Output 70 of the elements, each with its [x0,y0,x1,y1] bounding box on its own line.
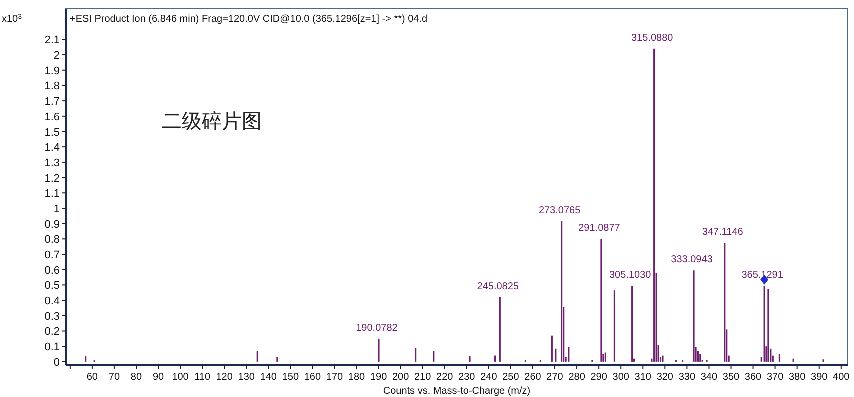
y-tick-label: 0.5 [44,280,60,292]
x-tick-label: 160 [304,372,322,383]
y-tick-label: 0 [54,356,60,369]
annotation: 二级碎片图 [162,111,262,133]
x-tick-label: 270 [546,372,564,383]
x-tick-label: 110 [194,372,211,383]
x-tick-label: 200 [392,372,410,383]
x-tick-label: 130 [238,372,256,383]
x-tick-label: 150 [282,372,300,383]
x-tick-label: 60 [86,372,98,383]
x-tick-label: 370 [766,372,784,383]
y-tick-label: 1.7 [44,96,60,108]
annotation: 273.0765 [538,206,582,217]
y-tick-label: 0.7 [44,250,60,262]
x-tick-label: 260 [524,372,542,383]
y-tick-label: 1.9 [44,65,60,78]
x-tick-label: 320 [656,372,674,383]
annotation: 315.0880 [631,32,674,44]
x-tick-label: 100 [172,372,190,383]
x-tick-label: 310 [634,372,652,383]
y-tick-label: 0.2 [44,326,60,338]
y-tick-label: 1.1 [44,188,60,200]
annotation: 333.0943 [671,254,714,266]
y-tick-label: 1.4 [44,142,60,154]
y-tick-label: 0.1 [44,342,60,354]
annotation: 305.1030 [609,270,652,281]
x-tick-label: 340 [700,372,718,383]
x-tick-label: 220 [436,372,454,383]
y-tick-label: 0.4 [44,296,60,308]
y-tick-label: 2 [54,50,60,62]
y-axis-title: x10$^{3}$ [2,14,22,25]
y-tick-label: 0.6 [44,264,60,277]
x-tick-label: 180 [348,372,366,383]
text: +ESI Product Ion (6.846 min) Frag=120.0V CID@10.0 (365.1296[z=1] -> **) 04.d [70,14,428,25]
y-tick-label: 0.8 [44,234,60,246]
x-tick-label: 300 [612,372,630,383]
x-tick-label: 290 [590,372,608,383]
x-tick-label: 120 [216,372,234,383]
x-tick-label: 240 [480,372,498,383]
y-tick-label: 1.8 [44,80,60,93]
y-tick-label: 1.6 [44,111,60,124]
x-tick-label: 390 [811,372,828,383]
annotation: 347.1146 [702,227,744,238]
x-tick-label: 330 [678,372,696,383]
y-tick-label: 1.3 [44,157,60,170]
y-tick-label: 0.9 [44,218,60,231]
x-tick-label: 230 [458,372,476,383]
x-tick-label: 350 [722,372,740,383]
x-tick-label: 360 [744,372,762,383]
x-tick-label: 70 [108,372,120,383]
annotation: 365.1291 [742,270,784,281]
x-tick-label: 80 [130,372,142,383]
y-tick-label: 0.3 [44,310,60,323]
x-tick-label: 90 [152,372,165,383]
x-tick-label: 280 [568,372,586,383]
x-tick-label: 190 [370,372,388,383]
x-tick-label: 380 [788,372,806,383]
annotation: 291.0877 [578,223,621,234]
y-tick-label: 1.5 [44,126,60,139]
x-tick-label: 400 [833,372,850,383]
annotation: 245.0825 [477,281,520,292]
x-tick-label: 250 [502,372,520,383]
y-tick-label: 1.2 [44,172,60,185]
x-tick-label: 210 [414,372,432,383]
x-axis-title: Counts vs. Mass-to-Charge (m/z) [383,386,531,397]
x-tick-label: 140 [260,372,278,383]
y-tick-label: 2.1 [44,34,60,47]
x-tick-label: 170 [326,372,344,383]
annotation: 190.0782 [356,322,398,334]
y-tick-label: 1 [54,203,60,216]
